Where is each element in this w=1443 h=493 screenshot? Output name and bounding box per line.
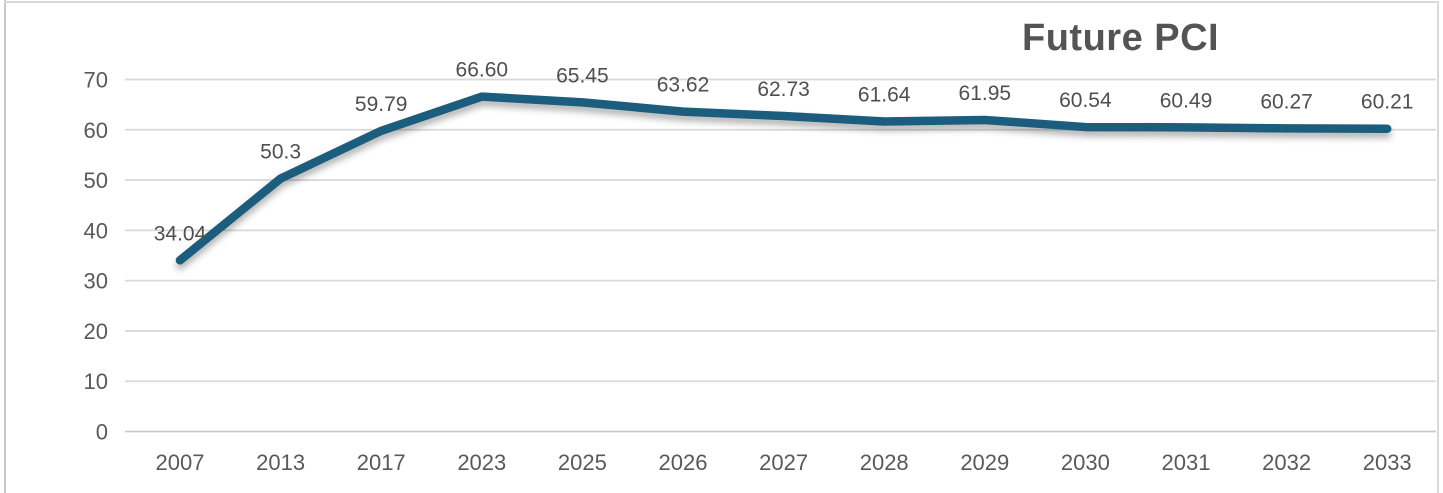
x-axis-label: 2029 xyxy=(960,450,1009,475)
y-axis-tick-label: 60 xyxy=(84,118,108,143)
y-axis-tick-label: 10 xyxy=(84,369,108,394)
x-axis-label: 2028 xyxy=(860,450,909,475)
chart-title: Future PCI xyxy=(1022,17,1220,59)
x-axis-label: 2013 xyxy=(256,450,305,475)
data-label: 61.64 xyxy=(858,84,911,107)
data-label: 61.95 xyxy=(959,82,1012,105)
chart-frame-border-left xyxy=(4,0,6,493)
data-label: 60.21 xyxy=(1361,91,1414,114)
data-label: 50.3 xyxy=(260,141,301,164)
y-axis-tick-label: 50 xyxy=(84,168,108,193)
x-axis-label: 2017 xyxy=(357,450,406,475)
data-label: 60.49 xyxy=(1160,89,1213,112)
data-label: 34.04 xyxy=(154,222,207,245)
chart-frame-border-right xyxy=(1437,1,1439,493)
data-label: 59.79 xyxy=(355,93,408,116)
chart-frame-border-top xyxy=(4,1,1438,3)
data-label: 62.73 xyxy=(757,78,810,101)
x-axis-label: 2033 xyxy=(1363,450,1412,475)
data-label: 66.60 xyxy=(456,59,509,82)
y-axis-tick-label: 0 xyxy=(96,420,108,445)
x-axis-label: 2023 xyxy=(457,450,506,475)
y-axis-tick-label: 70 xyxy=(84,68,108,93)
y-axis-tick-label: 30 xyxy=(84,269,108,294)
x-axis-label: 2032 xyxy=(1262,450,1311,475)
x-axis-label: 2030 xyxy=(1061,450,1110,475)
data-label: 60.27 xyxy=(1260,90,1313,113)
y-axis-tick-label: 20 xyxy=(84,319,108,344)
data-label: 65.45 xyxy=(556,64,609,87)
x-axis-label: 2025 xyxy=(558,450,607,475)
x-axis-label: 2027 xyxy=(759,450,808,475)
data-label: 60.54 xyxy=(1059,89,1112,112)
x-axis-label: 2031 xyxy=(1162,450,1211,475)
x-axis-label: 2026 xyxy=(659,450,708,475)
data-label: 63.62 xyxy=(657,74,710,97)
x-axis-label: 2007 xyxy=(156,450,205,475)
series-line xyxy=(175,92,1392,265)
y-axis-tick-label: 40 xyxy=(84,218,108,243)
